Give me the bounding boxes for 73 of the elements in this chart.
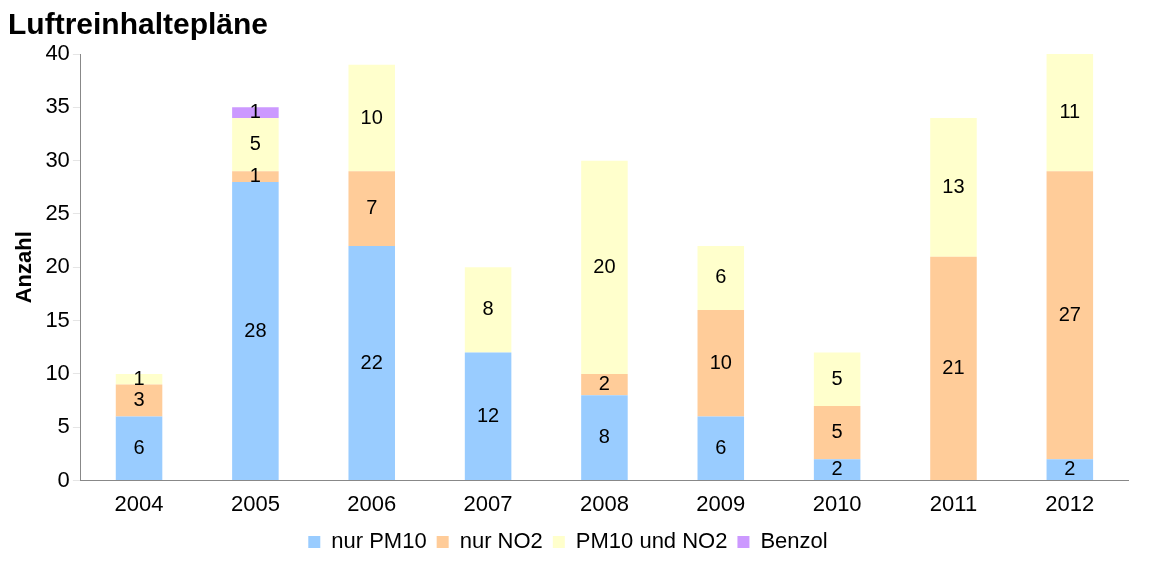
bar bbox=[1046, 171, 1094, 460]
y-tick-label: 0 bbox=[57, 466, 70, 492]
y-tick-label: 20 bbox=[45, 253, 70, 279]
bar bbox=[581, 395, 628, 481]
x-tick-label: 2008 bbox=[579, 490, 629, 516]
x-tick-label: 2010 bbox=[812, 490, 862, 516]
data-label: 5 bbox=[831, 366, 843, 389]
data-label: 10 bbox=[360, 105, 383, 128]
y-tick-label: 35 bbox=[45, 93, 70, 119]
data-label: 2 bbox=[831, 457, 843, 480]
data-label: 8 bbox=[598, 425, 610, 448]
bar bbox=[813, 405, 861, 460]
y-tick-label: 30 bbox=[45, 146, 70, 172]
x-tick-label: 2004 bbox=[114, 490, 164, 516]
bar bbox=[697, 416, 745, 481]
bar bbox=[813, 459, 861, 481]
data-label: 2 bbox=[1064, 457, 1076, 480]
data-label: 27 bbox=[1058, 302, 1081, 325]
data-label: 13 bbox=[942, 174, 965, 197]
data-label: 1 bbox=[133, 366, 145, 389]
y-tick-label: 5 bbox=[57, 413, 70, 439]
legend-label: PM10 und NO2 bbox=[575, 528, 728, 554]
legend-label: nur PM10 bbox=[331, 528, 427, 554]
bar bbox=[930, 256, 977, 481]
data-label: 1 bbox=[249, 164, 261, 187]
bar bbox=[115, 416, 163, 481]
bar bbox=[1046, 459, 1094, 481]
x-tick-label: 2011 bbox=[929, 490, 978, 516]
data-label: 6 bbox=[133, 435, 145, 458]
bar bbox=[464, 267, 512, 353]
data-label: 3 bbox=[133, 388, 145, 411]
legend-label: nur NO2 bbox=[459, 528, 543, 554]
data-label: 5 bbox=[249, 132, 261, 155]
y-axis-title: Anzahl bbox=[11, 231, 37, 304]
bar bbox=[348, 64, 396, 172]
x-tick-label: 2007 bbox=[463, 490, 513, 516]
bar bbox=[697, 309, 745, 417]
bar bbox=[930, 117, 977, 257]
bar bbox=[464, 352, 512, 481]
data-label: 10 bbox=[709, 350, 732, 373]
bar bbox=[232, 181, 279, 481]
bar bbox=[115, 384, 163, 417]
x-tick-label: 2006 bbox=[347, 490, 397, 516]
y-tick-label: 10 bbox=[45, 360, 70, 386]
data-label: 20 bbox=[593, 254, 616, 277]
data-label: 22 bbox=[360, 350, 383, 373]
data-label: 6 bbox=[715, 265, 727, 288]
y-tick-label: 15 bbox=[45, 306, 70, 332]
y-tick-label: 25 bbox=[45, 200, 70, 226]
bar bbox=[115, 373, 163, 385]
x-tick-label: 2009 bbox=[696, 490, 746, 516]
bar bbox=[813, 352, 861, 406]
data-label: 6 bbox=[715, 435, 727, 458]
data-label: 5 bbox=[831, 420, 843, 443]
data-label: 2 bbox=[598, 372, 610, 395]
data-label: 1 bbox=[249, 100, 261, 123]
x-tick-label: 2005 bbox=[230, 490, 280, 516]
data-label: 11 bbox=[1059, 100, 1081, 123]
bar bbox=[697, 245, 745, 310]
y-tick-label: 40 bbox=[45, 40, 70, 66]
chart-title: Luftreinhaltepläne bbox=[8, 7, 269, 41]
bar bbox=[1046, 54, 1094, 172]
legend-label: Benzol bbox=[760, 528, 828, 554]
bar bbox=[581, 160, 628, 374]
data-label: 28 bbox=[244, 318, 267, 341]
data-label: 21 bbox=[942, 355, 965, 378]
data-label: 12 bbox=[476, 403, 500, 426]
x-tick-label: 2012 bbox=[1045, 490, 1095, 516]
bar bbox=[348, 245, 396, 481]
data-label: 8 bbox=[482, 297, 494, 320]
bar bbox=[581, 373, 628, 396]
data-label: 7 bbox=[366, 196, 378, 219]
bar bbox=[348, 171, 396, 246]
